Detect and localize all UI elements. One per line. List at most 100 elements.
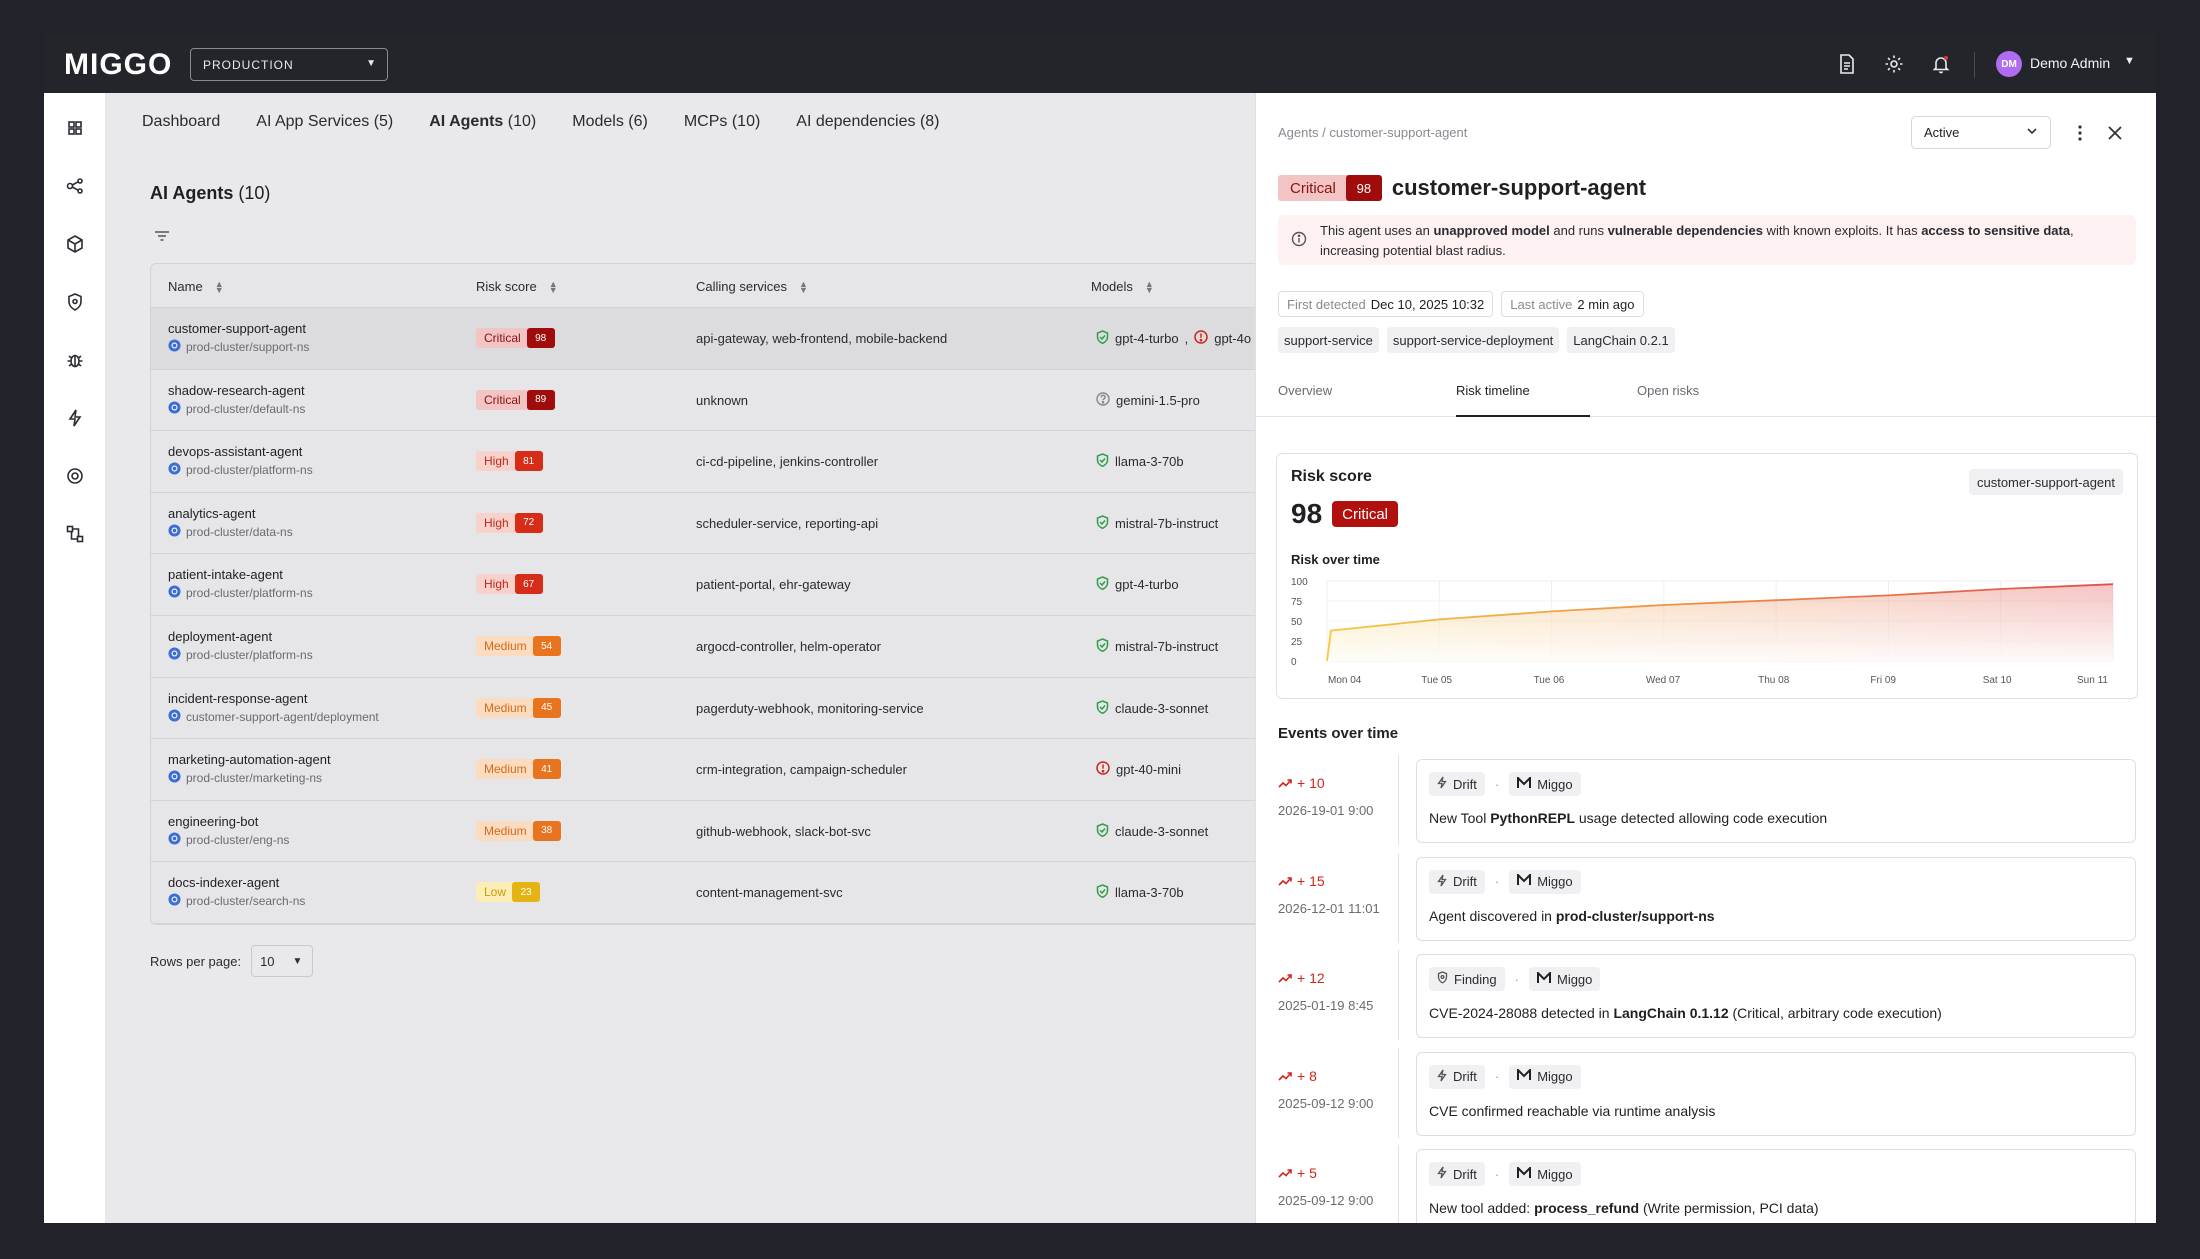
- calling-services: github-webhook, slack-bot-svc: [696, 823, 871, 839]
- rows-per-page-select[interactable]: 10 ▼: [251, 945, 314, 977]
- model-status-icon: [1096, 638, 1109, 655]
- more-options-icon[interactable]: [2069, 121, 2091, 145]
- breadcrumb: Agents / customer-support-agent: [1278, 125, 1468, 140]
- table-row[interactable]: analytics-agent prod-cluster/data-ns Hig…: [151, 493, 1269, 555]
- environment-select[interactable]: PRODUCTION ▼: [190, 48, 388, 81]
- tag[interactable]: LangChain 0.2.1: [1567, 327, 1675, 353]
- table-row[interactable]: devops-assistant-agent prod-cluster/plat…: [151, 431, 1269, 493]
- agent-name[interactable]: marketing-automation-agent: [168, 752, 331, 768]
- agent-name[interactable]: deployment-agent: [168, 629, 273, 644]
- table-row[interactable]: shadow-research-agent prod-cluster/defau…: [151, 370, 1269, 432]
- miggo-logo: MIGGO: [64, 48, 173, 81]
- y-tick-label: 75: [1291, 597, 1303, 608]
- document-icon[interactable]: [1834, 51, 1860, 77]
- filter-icon[interactable]: [154, 229, 172, 243]
- model-status-icon: [1096, 699, 1109, 717]
- tab-ai-agents[interactable]: AI Agents (10): [429, 113, 537, 130]
- tab-mcps[interactable]: MCPs (10): [683, 113, 761, 130]
- event-card[interactable]: Drift · Miggo New tool added: process_re…: [1416, 1149, 2136, 1223]
- breadcrumb-agents[interactable]: Agents: [1278, 125, 1319, 140]
- agent-name[interactable]: incident-response-agent: [168, 690, 308, 706]
- tab-ai-app-services[interactable]: AI App Services (5): [256, 113, 394, 130]
- area-fade: [1327, 581, 2113, 661]
- critical-badge: Critical: [1332, 501, 1398, 527]
- tab-risk-timeline[interactable]: Risk timeline: [1456, 383, 1530, 398]
- model-status-icon: [1096, 761, 1110, 778]
- lightning-icon[interactable]: [62, 405, 88, 431]
- grid-icon[interactable]: [62, 115, 88, 141]
- event-card[interactable]: Drift · Miggo CVE confirmed reachable vi…: [1416, 1051, 2136, 1136]
- event-date: 2025-09-12 9:00: [1278, 1193, 1374, 1208]
- cube-icon[interactable]: [62, 231, 88, 257]
- y-tick-label: 0: [1291, 657, 1297, 668]
- event-description: CVE-2024-28088 detected in LangChain 0.1…: [1429, 1005, 1942, 1021]
- column-calling-services[interactable]: Calling services ▲ ▼: [696, 278, 808, 295]
- model-status-icon: [1096, 884, 1109, 901]
- x-tick-label: Sun 11: [2077, 675, 2108, 686]
- risk-delta: + 12: [1278, 970, 1325, 986]
- risk-badge: High 72: [476, 512, 543, 533]
- column-risk-score[interactable]: Risk score ▲ ▼: [476, 278, 558, 295]
- table-row[interactable]: engineering-bot prod-cluster/eng-ns Medi…: [151, 801, 1269, 863]
- table-row[interactable]: docs-indexer-agent prod-cluster/search-n…: [151, 862, 1269, 924]
- drift-icon: [1437, 1069, 1447, 1085]
- table-row[interactable]: deployment-agent prod-cluster/platform-n…: [151, 616, 1269, 678]
- status-select[interactable]: Active: [1911, 116, 2051, 149]
- chevron-down-icon[interactable]: ▼: [2124, 55, 2135, 67]
- event-card[interactable]: Finding · Miggo CVE-2024-28088 detected …: [1416, 954, 2136, 1038]
- agent-name[interactable]: analytics-agent: [168, 505, 256, 521]
- connections-icon[interactable]: [62, 521, 88, 547]
- agent-name[interactable]: patient-intake-agent: [168, 567, 283, 583]
- miggo-icon: [1536, 970, 1551, 987]
- tab-bar: Dashboard AI App Services (5) AI Agents …: [142, 113, 940, 131]
- agent-name[interactable]: shadow-research-agent: [168, 382, 305, 398]
- finding-icon: [1437, 971, 1448, 987]
- calling-services: api-gateway, web-frontend, mobile-backen…: [696, 331, 948, 346]
- agent-name[interactable]: engineering-bot: [168, 813, 259, 829]
- event-card[interactable]: Drift · Miggo New Tool PythonREPL usage …: [1416, 759, 2136, 843]
- environment-value: PRODUCTION: [203, 57, 294, 72]
- close-icon[interactable]: [2104, 121, 2126, 145]
- network-icon[interactable]: [62, 173, 88, 199]
- tag[interactable]: support-service: [1278, 327, 1379, 353]
- table-row[interactable]: patient-intake-agent prod-cluster/platfo…: [151, 554, 1269, 616]
- tab-dashboard[interactable]: Dashboard: [142, 113, 221, 130]
- avatar[interactable]: DM: [1996, 51, 2022, 77]
- event-description: CVE confirmed reachable via runtime anal…: [1429, 1102, 1716, 1119]
- table-row[interactable]: incident-response-agent customer-support…: [151, 678, 1269, 740]
- tab-models[interactable]: Models (6): [572, 113, 648, 130]
- models-cell: gemini-1.5-pro: [1096, 391, 1200, 409]
- risk-over-time-chart: 0 25 50 75 100 Mon 04 Tue 05 Tue 06 Wed 07 Thu 08…: [1291, 577, 2114, 686]
- bug-icon[interactable]: [62, 347, 88, 373]
- gear-icon[interactable]: [1881, 51, 1907, 77]
- agent-namespace: prod-cluster/default-ns: [168, 401, 305, 417]
- model-name: gpt-4o: [1214, 331, 1252, 346]
- column-name[interactable]: Name ▲ ▼: [168, 278, 224, 295]
- event-card[interactable]: Drift · Miggo Agent discovered in prod-c…: [1416, 856, 2136, 941]
- agent-name[interactable]: devops-assistant-agent: [168, 444, 303, 460]
- x-tick-label: Mon 04: [1328, 675, 1362, 686]
- event-item: + 8 2025-09-12 9:00 Drift · Miggo CVE co…: [1256, 1047, 2156, 1138]
- kubernetes-icon: [168, 893, 181, 909]
- column-models[interactable]: Models ▲ ▼: [1091, 278, 1154, 295]
- risk-badge: Medium 41: [476, 759, 561, 780]
- agent-namespace: prod-cluster/platform-ns: [168, 647, 313, 663]
- tab-overview[interactable]: Overview: [1278, 383, 1333, 398]
- event-item: + 5 2025-09-12 9:00 Drift · Miggo New to…: [1256, 1145, 2156, 1223]
- miggo-icon: [1517, 872, 1532, 889]
- chevron-down-icon: ▼: [366, 58, 377, 69]
- table-row[interactable]: marketing-automation-agent prod-cluster/…: [151, 739, 1269, 801]
- pagination: Rows per page: 10 ▼: [150, 945, 314, 977]
- target-icon[interactable]: [62, 463, 88, 489]
- tag[interactable]: support-service-deployment: [1386, 327, 1560, 353]
- bell-icon[interactable]: [1928, 51, 1954, 77]
- shield-icon[interactable]: [62, 289, 88, 315]
- agent-name[interactable]: customer-support-agent: [168, 321, 307, 336]
- table-row[interactable]: customer-support-agent prod-cluster/supp…: [151, 308, 1269, 370]
- agent-name[interactable]: docs-indexer-agent: [168, 875, 280, 891]
- tab-ai-dependencies[interactable]: AI dependencies (8): [796, 113, 940, 130]
- tab-open-risks[interactable]: Open risks: [1637, 383, 1700, 398]
- user-name[interactable]: Demo Admin: [2030, 55, 2111, 71]
- timeline-line: [1398, 1145, 1399, 1223]
- app-window: MIGGO PRODUCTION ▼ DM Demo Admin ▼: [44, 35, 2156, 1223]
